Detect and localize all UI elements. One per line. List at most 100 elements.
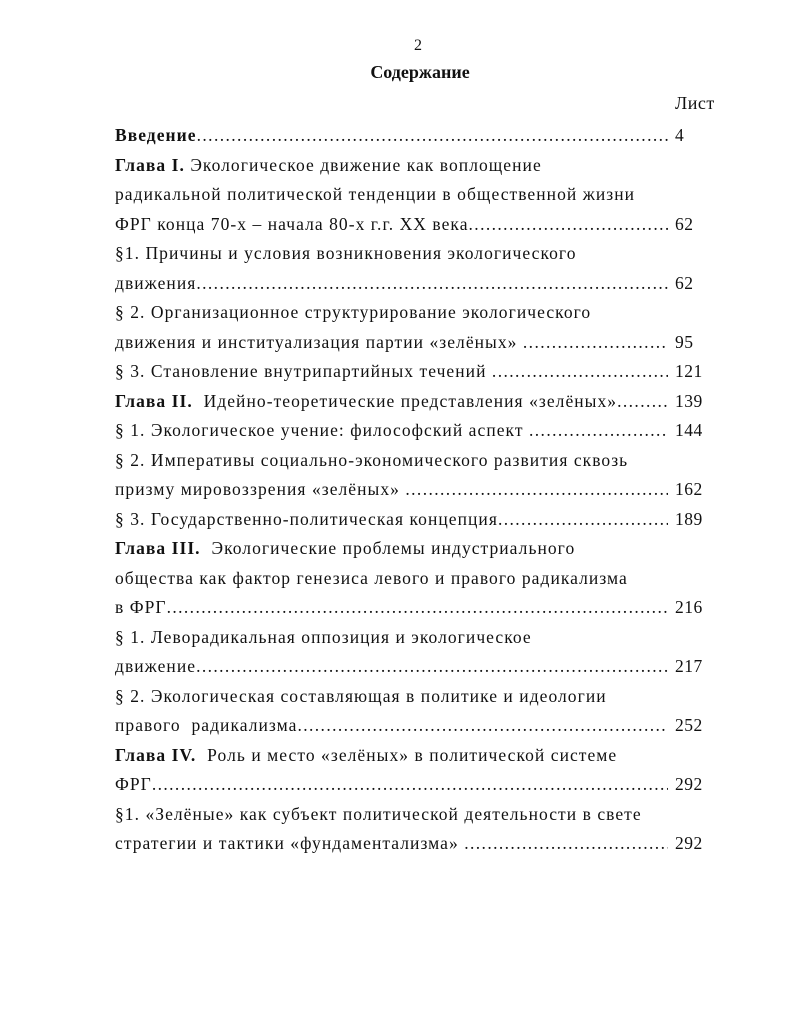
entry-title: общества как фактор генезиса левого и пр… [115, 567, 628, 588]
dot-leader [152, 770, 668, 800]
entry-title: § 1. Экологическое учение: философский а… [115, 420, 529, 440]
page-ref: 252 [675, 715, 703, 735]
toc-line: радикальной политической тенденции в общ… [115, 180, 715, 210]
entry-title: в ФРГ [115, 597, 167, 617]
toc-line: § 1. Экологическое учение: философский а… [115, 416, 715, 446]
toc-entry-text: § 2. Экологическая составляющая в полити… [115, 682, 607, 712]
dot-leader [297, 711, 668, 741]
toc-line: §1. «Зелёные» как субъект политической д… [115, 800, 715, 830]
chapter-label: Введение [115, 125, 197, 145]
entry-title: ФРГ конца 70-х – начала 80-х г.г. XX век… [115, 213, 469, 234]
toc-line: призму мировоззрения «зелёных» 162 [115, 475, 715, 505]
dot-leader [492, 357, 668, 387]
toc-entry-text: в ФРГ [115, 593, 167, 623]
chapter-label: Глава III. [115, 538, 201, 558]
toc-line: Введение 4 [115, 121, 715, 151]
page-ref: 4 [675, 125, 685, 145]
entry-title: правого радикализма [115, 715, 298, 735]
toc-line: правого радикализма 252 [115, 711, 715, 741]
page-number: 2 [414, 37, 422, 54]
toc-line: ФРГ конца 70-х – начала 80-х г.г. XX век… [115, 210, 715, 240]
page-ref: 217 [675, 656, 703, 676]
page-ref: 162 [675, 479, 703, 499]
dot-leader [196, 652, 668, 682]
toc-line: Глава III. Экологические проблемы индуст… [115, 534, 715, 564]
dot-leader [405, 475, 668, 505]
toc-line: Глава IV. Роль и место «зелёных» в полит… [115, 741, 715, 771]
toc-entry-text: Глава IV. Роль и место «зелёных» в полит… [115, 741, 617, 771]
entry-title: § 3. Государственно-политическая концепц… [115, 508, 498, 529]
toc-entry-text: §1. Причины и условия возникновения экол… [115, 239, 577, 269]
entry-title: § 2. Организационное структурирование эк… [115, 302, 592, 322]
toc-entry-text: стратегии и тактики «фундаментализма» [115, 829, 464, 859]
dot-leader [498, 505, 668, 535]
toc-line: § 3. Становление внутрипартийных течений… [115, 357, 715, 387]
chapter-label: Глава I. [115, 154, 185, 175]
toc-line: § 2. Экологическая составляющая в полити… [115, 682, 715, 712]
dot-leader [469, 210, 668, 240]
toc-line: стратегии и тактики «фундаментализма» 29… [115, 829, 715, 859]
entry-title: движения [115, 272, 197, 293]
page-ref: 139 [675, 390, 703, 411]
toc-line: ФРГ 292 [115, 770, 715, 800]
toc-entry-text: Глава I. Экологическое движение как вопл… [115, 151, 542, 181]
page-ref: 144 [675, 420, 703, 440]
table-of-contents: Введение 4 Глава I. Экологическое движение… [115, 121, 715, 859]
page-ref: 189 [675, 508, 703, 529]
toc-entry-text: движение [115, 652, 196, 682]
dot-leader [197, 121, 668, 151]
entry-title: Роль и место «зелёных» в политической си… [196, 744, 618, 765]
toc-entry-text: Введение [115, 121, 197, 151]
chapter-label: Глава IV. [115, 744, 197, 765]
toc-entry-text: общества как фактор генезиса левого и пр… [115, 564, 628, 594]
page-ref: 292 [675, 833, 703, 853]
toc-entry-text: ФРГ конца 70-х – начала 80-х г.г. XX век… [115, 210, 469, 240]
toc-entry-text: ФРГ [115, 770, 152, 800]
toc-entry-text: § 1. Леворадикальная оппозиция и экологи… [115, 623, 532, 653]
toc-entry-text: правого радикализма [115, 711, 297, 741]
toc-entry-text: Глава II. Идейно-теоретические представл… [115, 387, 617, 417]
toc-line: движения и институализация партии «зелён… [115, 328, 715, 358]
toc-line: § 1. Леворадикальная оппозиция и экологи… [115, 623, 715, 653]
toc-line: общества как фактор генезиса левого и пр… [115, 564, 715, 594]
chapter-label: Глава II. [115, 390, 193, 411]
toc-line: в ФРГ 216 [115, 593, 715, 623]
toc-entry-text: § 3. Становление внутрипартийных течений [115, 357, 492, 387]
toc-entry-text: движения [115, 269, 196, 299]
entry-title: стратегии и тактики «фундаментализма» [115, 833, 465, 853]
dot-leader [523, 328, 668, 358]
dot-leader [529, 416, 668, 446]
entry-title: радикальной политической тенденции в общ… [115, 184, 636, 204]
entry-title: § 2. Экологическая составляющая в полити… [115, 685, 607, 706]
page-title: Содержание [370, 62, 470, 82]
entry-title: Идейно-теоретические представления «зелё… [192, 390, 618, 411]
toc-entry-text: движения и институализация партии «зелён… [115, 328, 523, 358]
toc-entry-text: § 1. Экологическое учение: философский а… [115, 416, 529, 446]
entry-title: §1. Причины и условия возникновения экол… [115, 243, 577, 263]
entry-title: движения и институализация партии «зелён… [115, 331, 523, 352]
entry-title: ФРГ [115, 774, 152, 794]
dot-leader [464, 829, 668, 859]
toc-line: Глава II. Идейно-теоретические представл… [115, 387, 715, 417]
page-ref: 62 [675, 213, 694, 234]
toc-line: § 2. Императивы социально-экономического… [115, 446, 715, 476]
entry-title: призму мировоззрения «зелёных» [115, 479, 406, 499]
page-ref: 292 [675, 774, 703, 794]
toc-line: §1. Причины и условия возникновения экол… [115, 239, 715, 269]
toc-entry-text: призму мировоззрения «зелёных» [115, 475, 405, 505]
dot-leader [617, 387, 668, 417]
entry-title: § 1. Леворадикальная оппозиция и экологи… [115, 626, 532, 647]
page-column-header: Лист [675, 93, 715, 113]
toc-entry-text: Глава III. Экологические проблемы индуст… [115, 534, 575, 564]
entry-title: § 2. Императивы социально-экономического… [115, 449, 629, 470]
page-ref: 95 [675, 331, 694, 352]
entry-title: § 3. Становление внутрипартийных течений [115, 361, 492, 381]
toc-entry-text: § 3. Государственно-политическая концепц… [115, 505, 498, 535]
toc-entry-text: § 2. Организационное структурирование эк… [115, 298, 591, 328]
toc-line: Глава I. Экологическое движение как вопл… [115, 151, 715, 181]
toc-line: движения 62 [115, 269, 715, 299]
page-ref: 216 [675, 597, 703, 617]
toc-entry-text: радикальной политической тенденции в общ… [115, 180, 635, 210]
page-ref: 121 [675, 361, 703, 381]
dot-leader [196, 269, 668, 299]
